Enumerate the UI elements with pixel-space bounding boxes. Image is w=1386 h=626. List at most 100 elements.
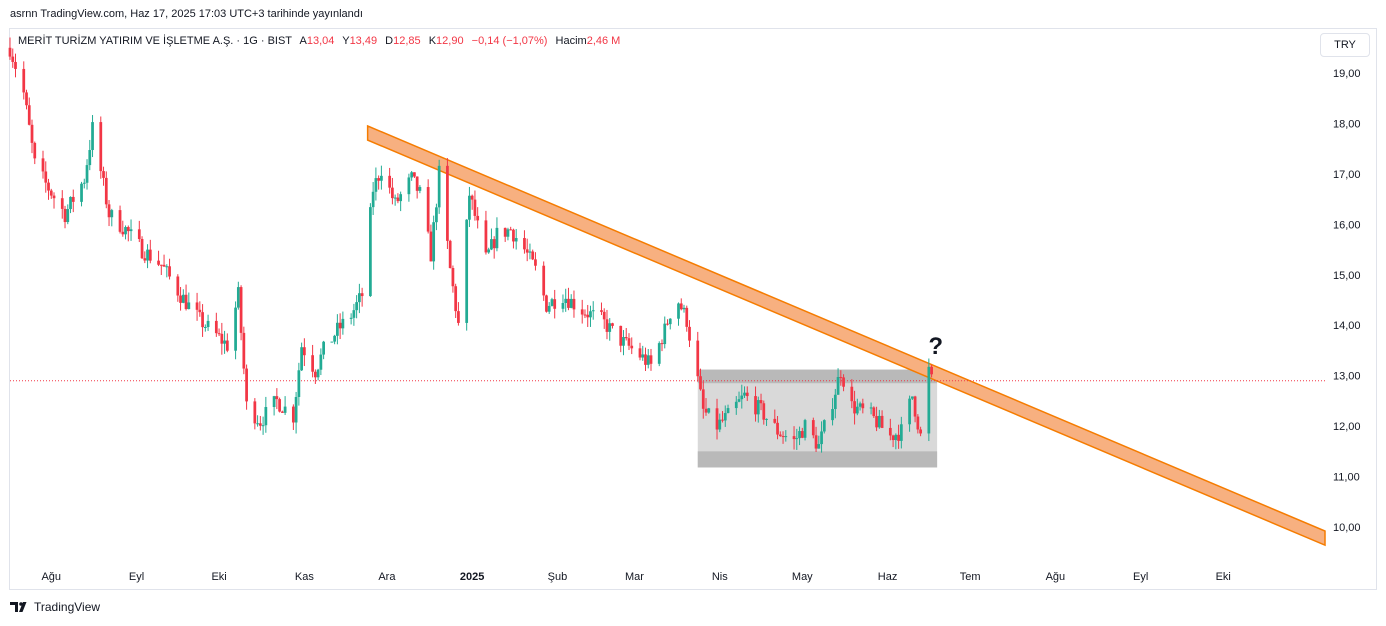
candle[interactable] (107, 200, 111, 227)
candle[interactable] (413, 172, 416, 179)
candle[interactable] (641, 345, 645, 361)
tradingview-footer[interactable]: TradingView (10, 600, 100, 614)
candle[interactable] (88, 139, 92, 171)
candle[interactable] (561, 294, 565, 313)
candle[interactable] (80, 181, 83, 207)
candle[interactable] (726, 404, 730, 414)
candle[interactable] (91, 115, 94, 158)
candle[interactable] (869, 402, 873, 415)
candle[interactable] (435, 203, 438, 231)
candle[interactable] (44, 161, 48, 193)
candle[interactable] (146, 244, 149, 269)
candle[interactable] (316, 368, 320, 381)
candle[interactable] (842, 374, 845, 392)
candle[interactable] (256, 415, 259, 427)
candle[interactable] (465, 219, 469, 331)
candle[interactable] (176, 274, 180, 302)
candle[interactable] (415, 176, 419, 199)
candle[interactable] (313, 369, 317, 384)
candle[interactable] (71, 189, 75, 213)
candle[interactable] (668, 318, 672, 330)
candle[interactable] (195, 292, 199, 321)
candle[interactable] (380, 165, 383, 190)
candle[interactable] (547, 302, 551, 314)
candle[interactable] (418, 185, 422, 194)
candle[interactable] (836, 368, 840, 395)
candle[interactable] (666, 319, 669, 326)
candle[interactable] (198, 301, 202, 317)
candle[interactable] (129, 219, 133, 241)
candle[interactable] (124, 225, 127, 240)
candle[interactable] (861, 398, 865, 414)
candle[interactable] (492, 236, 496, 259)
candle[interactable] (569, 294, 573, 309)
candle[interactable] (333, 334, 336, 345)
candle[interactable] (927, 358, 931, 442)
candle[interactable] (811, 417, 815, 439)
candle[interactable] (118, 205, 122, 234)
candle[interactable] (168, 258, 171, 280)
candle[interactable] (236, 281, 240, 310)
candle[interactable] (157, 250, 160, 267)
candle[interactable] (223, 330, 226, 354)
candle[interactable] (567, 287, 570, 311)
candle[interactable] (349, 313, 353, 325)
candle[interactable] (104, 171, 108, 209)
candle[interactable] (831, 398, 834, 426)
candle[interactable] (352, 303, 356, 326)
candle[interactable] (627, 333, 631, 351)
candle[interactable] (888, 418, 892, 441)
candle[interactable] (899, 416, 903, 449)
candle[interactable] (591, 301, 595, 320)
candle[interactable] (545, 294, 548, 313)
candle[interactable] (877, 409, 881, 429)
candle[interactable] (159, 264, 163, 276)
candle[interactable] (69, 196, 72, 214)
candle[interactable] (245, 364, 248, 410)
candle[interactable] (913, 395, 917, 423)
candle[interactable] (470, 194, 474, 210)
candle[interactable] (253, 398, 257, 430)
candle[interactable] (126, 225, 130, 242)
candle[interactable] (891, 434, 895, 448)
candle[interactable] (203, 324, 207, 332)
candle[interactable] (649, 348, 653, 371)
candle[interactable] (47, 178, 50, 200)
candle[interactable] (426, 179, 430, 234)
candle[interactable] (358, 283, 361, 314)
candle[interactable] (291, 404, 295, 430)
trend-channel[interactable] (366, 124, 1326, 547)
candle[interactable] (638, 342, 642, 361)
candle[interactable] (140, 236, 144, 260)
candle[interactable] (468, 186, 471, 228)
candle[interactable] (855, 398, 859, 416)
candle[interactable] (377, 175, 381, 190)
candle[interactable] (908, 395, 911, 432)
candle[interactable] (514, 229, 518, 250)
candle[interactable] (696, 331, 700, 382)
candle[interactable] (723, 405, 727, 427)
candle[interactable] (792, 426, 796, 450)
candle[interactable] (187, 292, 191, 310)
candle[interactable] (49, 188, 53, 199)
candle[interactable] (773, 409, 777, 424)
candle[interactable] (784, 430, 788, 442)
candle[interactable] (355, 295, 359, 319)
candle[interactable] (798, 426, 801, 446)
candle[interactable] (407, 173, 411, 202)
candle[interactable] (300, 342, 303, 371)
candle[interactable] (660, 339, 664, 352)
candle[interactable] (776, 416, 779, 440)
candle[interactable] (102, 166, 105, 186)
candle[interactable] (589, 305, 592, 327)
candle[interactable] (181, 289, 185, 304)
candle[interactable] (682, 304, 686, 313)
candle[interactable] (630, 337, 634, 355)
candle[interactable] (234, 301, 237, 360)
candle[interactable] (225, 333, 229, 353)
candle[interactable] (919, 426, 922, 437)
candle[interactable] (679, 298, 683, 311)
candle[interactable] (740, 384, 744, 409)
candle[interactable] (580, 299, 584, 324)
candle[interactable] (756, 396, 760, 423)
